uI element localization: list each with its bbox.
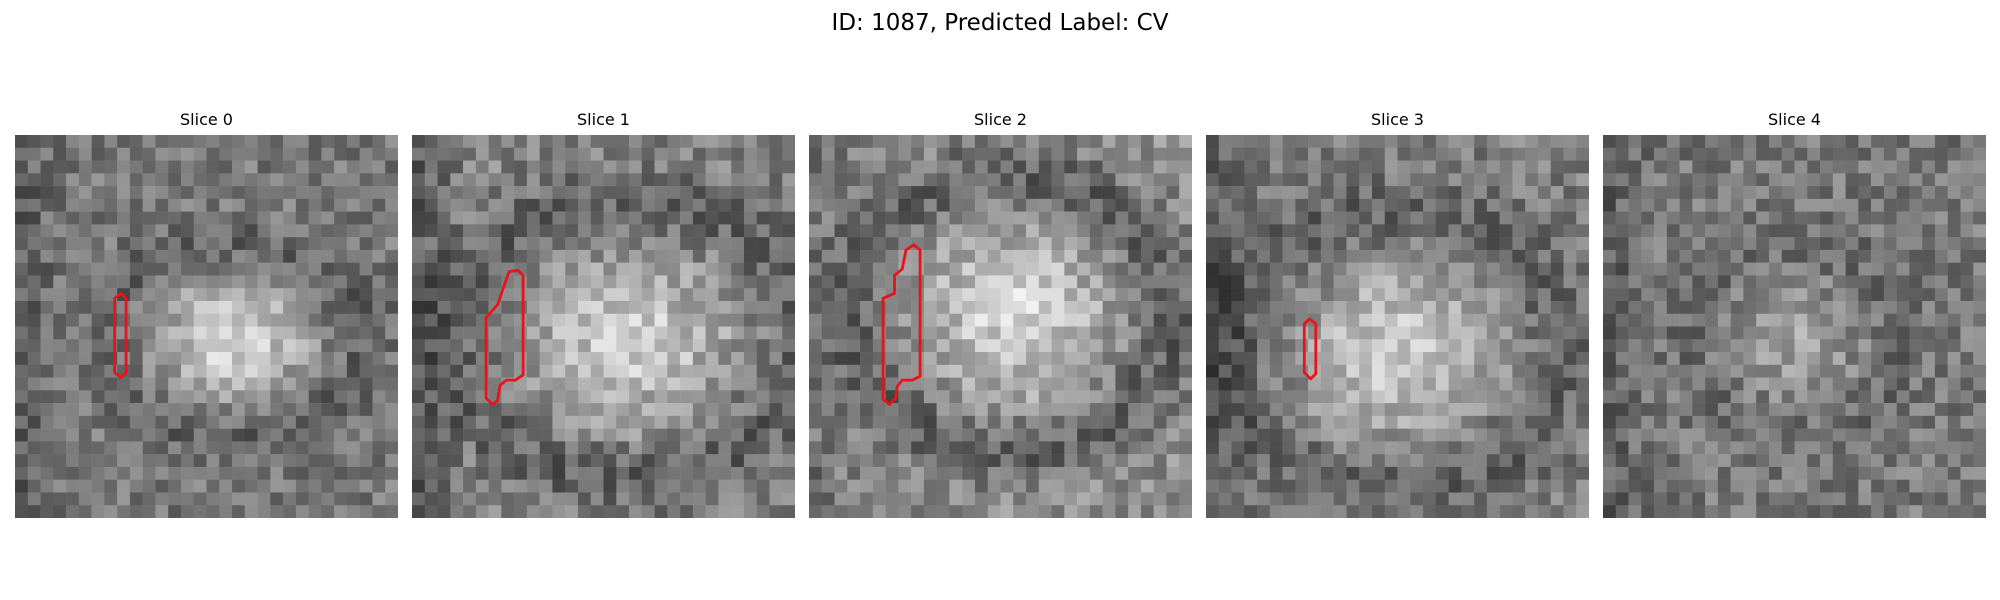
slice-title: Slice 2: [974, 110, 1027, 129]
slice-title: Slice 3: [1371, 110, 1424, 129]
slice-image: [809, 135, 1192, 518]
slice-panel-2: Slice 2: [809, 110, 1192, 518]
slice-panel-4: Slice 4: [1603, 110, 1986, 518]
segmentation-contour: [113, 291, 128, 379]
figure-title: ID: 1087, Predicted Label: CV: [831, 10, 1169, 36]
slice-panel-3: Slice 3: [1206, 110, 1589, 518]
slice-image: [15, 135, 398, 518]
segmentation-contour: [484, 268, 525, 406]
slice-panel-0: Slice 0: [15, 110, 398, 518]
segmentation-contour: [881, 243, 922, 406]
slice-image: [412, 135, 795, 518]
slice-image: [1603, 135, 1986, 518]
slice-image: [1206, 135, 1589, 518]
slice-title: Slice 4: [1768, 110, 1821, 129]
slice-panel-1: Slice 1: [412, 110, 795, 518]
segmentation-contour: [1302, 317, 1318, 381]
slice-title: Slice 0: [180, 110, 233, 129]
slice-title: Slice 1: [577, 110, 630, 129]
